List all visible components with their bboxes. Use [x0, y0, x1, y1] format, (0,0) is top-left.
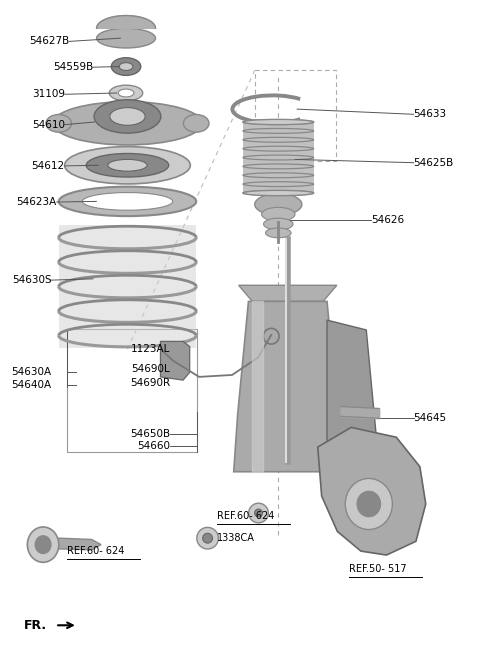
Ellipse shape	[197, 528, 218, 549]
Ellipse shape	[65, 147, 190, 184]
Ellipse shape	[243, 120, 313, 125]
Polygon shape	[318, 428, 426, 555]
Text: 54660: 54660	[137, 441, 170, 451]
Text: 54626: 54626	[371, 215, 404, 225]
Ellipse shape	[46, 114, 72, 132]
Text: 1123AL: 1123AL	[131, 344, 170, 354]
Text: 54690R: 54690R	[130, 378, 170, 388]
Text: 54612: 54612	[32, 161, 65, 171]
Ellipse shape	[249, 503, 268, 523]
Ellipse shape	[111, 58, 141, 76]
Ellipse shape	[110, 108, 145, 125]
Text: 54630A: 54630A	[12, 367, 51, 377]
Polygon shape	[239, 285, 337, 302]
Ellipse shape	[345, 478, 392, 530]
Ellipse shape	[82, 193, 173, 210]
Text: 31109: 31109	[32, 89, 65, 99]
Bar	[255, 70, 336, 161]
Text: 54627B: 54627B	[29, 36, 70, 47]
Bar	[67, 328, 197, 453]
Text: 54630S: 54630S	[12, 275, 51, 285]
Text: 54650B: 54650B	[130, 428, 170, 439]
Text: 54559B: 54559B	[53, 62, 93, 72]
Ellipse shape	[265, 228, 291, 238]
Ellipse shape	[108, 160, 147, 171]
Ellipse shape	[35, 536, 51, 553]
Text: REF.50- 517: REF.50- 517	[349, 564, 407, 574]
Ellipse shape	[53, 102, 202, 145]
Ellipse shape	[109, 85, 143, 101]
Polygon shape	[96, 16, 156, 28]
Text: 54625B: 54625B	[414, 158, 454, 168]
Text: 54640A: 54640A	[12, 380, 51, 390]
Ellipse shape	[59, 187, 196, 216]
Ellipse shape	[264, 218, 293, 230]
Ellipse shape	[96, 28, 156, 48]
Ellipse shape	[357, 491, 381, 517]
Text: FR.: FR.	[24, 619, 47, 632]
Text: REF.60- 624: REF.60- 624	[67, 546, 124, 556]
Ellipse shape	[27, 527, 59, 562]
Ellipse shape	[254, 509, 263, 517]
Ellipse shape	[203, 533, 213, 543]
Ellipse shape	[119, 62, 133, 70]
Bar	[59, 225, 196, 348]
Ellipse shape	[86, 154, 168, 177]
Polygon shape	[327, 320, 376, 462]
Text: 54623A: 54623A	[16, 197, 57, 207]
Text: 54633: 54633	[414, 109, 447, 120]
Text: 54610: 54610	[32, 120, 65, 129]
Text: 54645: 54645	[414, 413, 447, 422]
Text: 54690L: 54690L	[131, 364, 170, 374]
Text: REF.60- 624: REF.60- 624	[217, 510, 275, 520]
Ellipse shape	[255, 194, 302, 215]
Bar	[243, 122, 313, 193]
Ellipse shape	[262, 208, 295, 221]
Ellipse shape	[243, 191, 313, 196]
Ellipse shape	[183, 114, 209, 132]
Ellipse shape	[94, 100, 161, 133]
Polygon shape	[160, 342, 190, 380]
Polygon shape	[234, 302, 342, 472]
Text: 1338CA: 1338CA	[217, 533, 255, 543]
Polygon shape	[39, 537, 101, 550]
Ellipse shape	[118, 89, 134, 97]
